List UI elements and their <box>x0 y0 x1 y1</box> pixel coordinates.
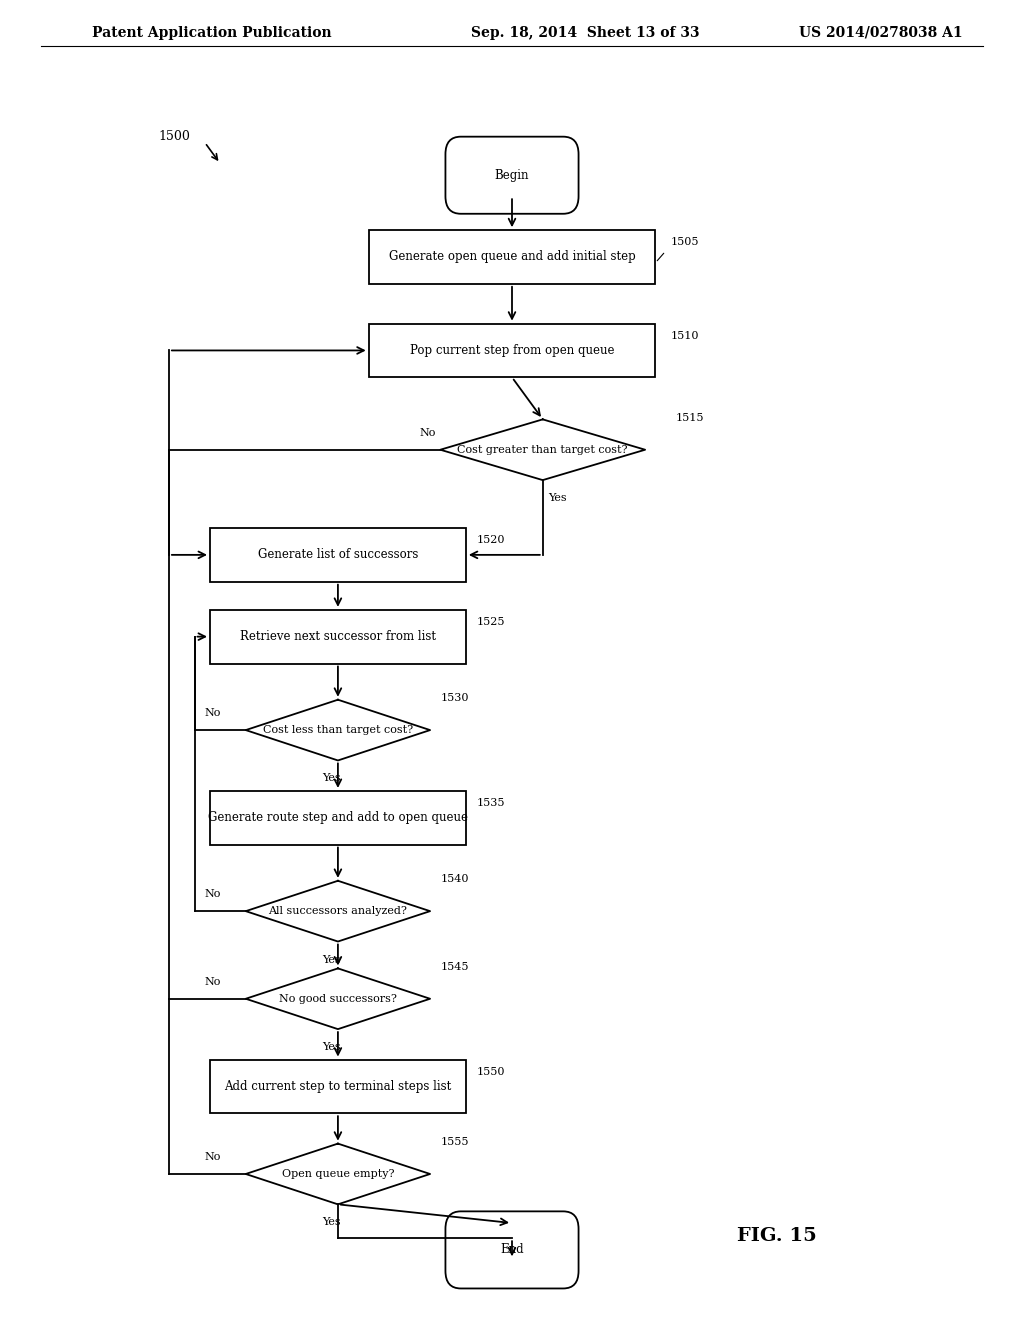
FancyBboxPatch shape <box>369 230 655 284</box>
Text: 1520: 1520 <box>476 535 505 545</box>
Text: End: End <box>500 1243 524 1257</box>
Text: 1550: 1550 <box>476 1067 505 1077</box>
Text: FIG. 15: FIG. 15 <box>737 1226 817 1245</box>
FancyBboxPatch shape <box>445 1212 579 1288</box>
Text: No: No <box>205 1152 221 1162</box>
Text: No: No <box>420 428 436 438</box>
Text: Yes: Yes <box>323 954 341 965</box>
Text: Cost less than target cost?: Cost less than target cost? <box>263 725 413 735</box>
Text: 1530: 1530 <box>440 693 469 702</box>
Text: 1500: 1500 <box>159 131 190 143</box>
Text: No good successors?: No good successors? <box>279 994 397 1003</box>
Text: 1555: 1555 <box>440 1137 469 1147</box>
Polygon shape <box>246 700 430 760</box>
Text: Yes: Yes <box>548 494 566 503</box>
Text: Begin: Begin <box>495 169 529 182</box>
Text: US 2014/0278038 A1: US 2014/0278038 A1 <box>799 26 963 40</box>
Polygon shape <box>246 969 430 1030</box>
Text: No: No <box>205 890 221 899</box>
Text: Retrieve next successor from list: Retrieve next successor from list <box>240 630 436 643</box>
Text: No: No <box>205 977 221 987</box>
Text: Generate open queue and add initial step: Generate open queue and add initial step <box>389 251 635 264</box>
Polygon shape <box>440 420 645 480</box>
Text: Yes: Yes <box>323 774 341 784</box>
Text: Open queue empty?: Open queue empty? <box>282 1170 394 1179</box>
Text: Yes: Yes <box>323 1217 341 1228</box>
Text: 1545: 1545 <box>440 961 469 972</box>
Text: 1525: 1525 <box>476 616 505 627</box>
FancyBboxPatch shape <box>210 791 466 845</box>
Text: 1515: 1515 <box>676 413 705 422</box>
Text: Generate route step and add to open queue: Generate route step and add to open queu… <box>208 812 468 824</box>
FancyBboxPatch shape <box>210 528 466 582</box>
Text: Cost greater than target cost?: Cost greater than target cost? <box>458 445 628 454</box>
Text: Generate list of successors: Generate list of successors <box>258 548 418 561</box>
Text: Sep. 18, 2014  Sheet 13 of 33: Sep. 18, 2014 Sheet 13 of 33 <box>471 26 699 40</box>
Text: Patent Application Publication: Patent Application Publication <box>92 26 332 40</box>
Text: 1535: 1535 <box>476 799 505 808</box>
Text: All successors analyzed?: All successors analyzed? <box>268 906 408 916</box>
Polygon shape <box>246 880 430 941</box>
Text: 1510: 1510 <box>671 331 699 341</box>
Polygon shape <box>246 1143 430 1204</box>
Text: Yes: Yes <box>323 1043 341 1052</box>
Text: 1505: 1505 <box>671 238 699 247</box>
FancyBboxPatch shape <box>369 323 655 378</box>
Text: Add current step to terminal steps list: Add current step to terminal steps list <box>224 1080 452 1093</box>
FancyBboxPatch shape <box>445 137 579 214</box>
Text: No: No <box>205 708 221 718</box>
Text: 1540: 1540 <box>440 874 469 884</box>
FancyBboxPatch shape <box>210 610 466 664</box>
FancyBboxPatch shape <box>210 1060 466 1113</box>
Text: Pop current step from open queue: Pop current step from open queue <box>410 345 614 356</box>
